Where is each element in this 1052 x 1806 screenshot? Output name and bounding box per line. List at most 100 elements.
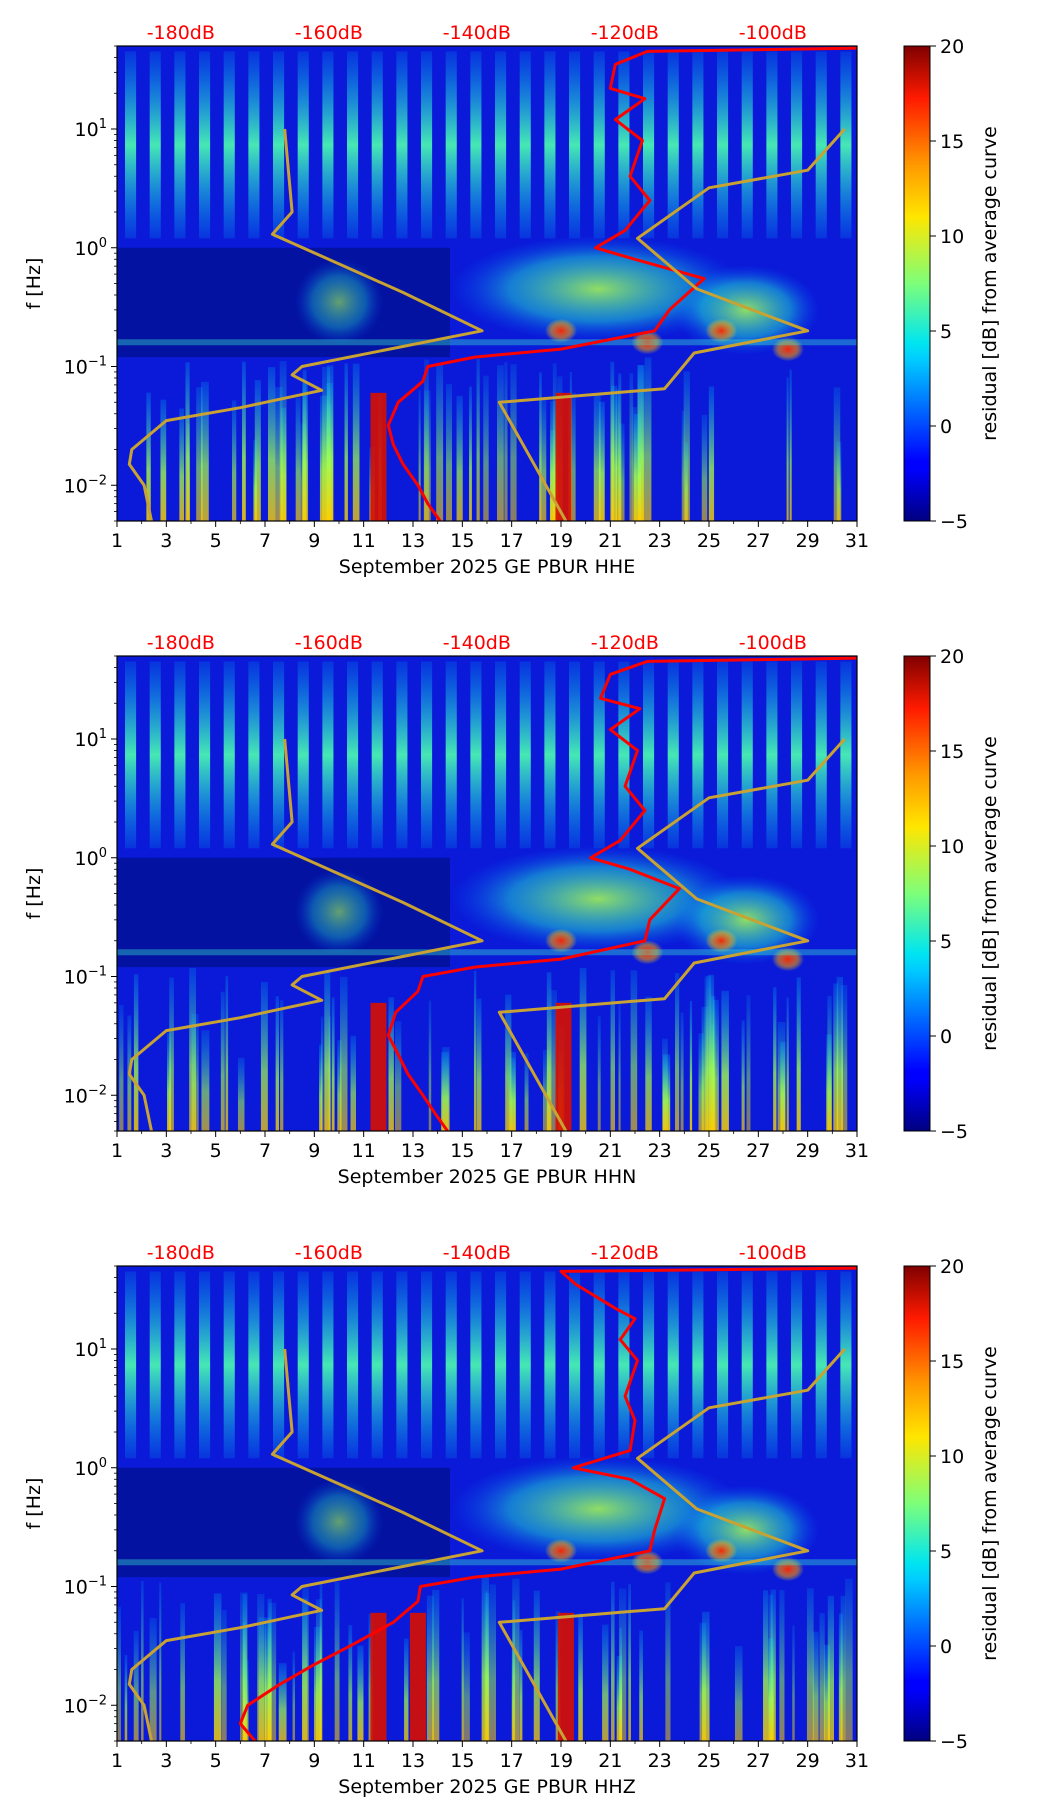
low-frequency-spike [167,1032,172,1131]
low-frequency-spike [483,375,489,521]
microseism-cloud [450,235,746,343]
daily-noise-stripe [593,51,605,239]
daily-noise-stripe [815,661,827,849]
daily-noise-stripe [273,661,285,849]
top-db-label: -160dB [295,22,363,44]
daily-noise-stripe [840,1271,852,1459]
top-db-label: -160dB [295,632,363,654]
daily-noise-stripe [149,51,161,239]
colorbar-title: residual [dB] from average curve [979,126,1001,441]
x-tick-label: 7 [259,1750,271,1772]
x-axis-title: September 2025 GE PBUR HHN [338,1166,637,1188]
low-frequency-spike [777,1021,786,1131]
low-frequency-spike [789,369,792,521]
low-frequency-spike [320,1016,324,1131]
low-frequency-spike [698,1033,704,1131]
low-frequency-spike [542,1049,551,1131]
daily-noise-stripe [544,661,556,849]
low-frequency-spike [440,1051,449,1131]
daily-noise-stripe [174,661,186,849]
hot-spot [771,1557,804,1582]
hot-spot [631,1550,664,1575]
colorbar-title: residual [dB] from average curve [979,736,1001,1051]
low-frequency-spike [179,408,185,521]
microseism-cloud [294,258,384,346]
low-frequency-spike [734,1646,743,1741]
x-tick-label: 19 [549,1140,573,1162]
daily-noise-stripe [347,661,359,849]
x-tick-label: 19 [549,1750,573,1772]
low-frequency-spike [602,1624,609,1741]
daily-noise-stripe [544,1271,556,1459]
y-tick-label: 10−2 [64,473,107,497]
low-frequency-spike [519,1630,523,1741]
daily-noise-stripe [174,51,186,239]
top-db-label: -160dB [295,1242,363,1264]
x-tick-label: 9 [308,530,320,552]
y-tick-label: 10−2 [64,1693,107,1717]
daily-noise-stripe [470,1271,482,1459]
top-db-label: -120dB [591,632,659,654]
daily-noise-stripe [421,661,433,849]
x-tick-label: 31 [845,530,869,552]
low-frequency-spike [550,400,558,521]
daily-noise-stripe [421,51,433,239]
top-db-label: -140dB [443,1242,511,1264]
x-tick-label: 15 [450,1750,474,1772]
low-frequency-spike [213,1593,222,1741]
quiet-band [117,247,450,358]
low-frequency-spike [505,994,512,1131]
colorbar-tick-label: 0 [940,1636,952,1658]
x-tick-label: 17 [500,1750,524,1772]
low-frequency-spike [546,972,552,1131]
strong-event [370,1002,387,1131]
x-tick-label: 7 [259,530,271,552]
low-frequency-spike [133,1630,139,1741]
x-tick-label: 17 [500,1140,524,1162]
daily-noise-stripe [199,1271,211,1459]
x-tick-label: 23 [648,530,672,552]
low-frequency-spike [278,1663,287,1741]
x-tick-label: 1 [111,1140,123,1162]
x-axis-title: September 2025 GE PBUR HHZ [338,1776,635,1798]
daily-noise-stripe [667,661,679,849]
x-tick-label: 13 [401,1750,425,1772]
low-frequency-spike [644,357,652,521]
low-frequency-spike [637,365,645,521]
low-frequency-spike [746,995,751,1131]
hot-spot [705,928,738,953]
x-tick-label: 5 [210,1750,222,1772]
colorbar-tick-label: −5 [940,1731,968,1753]
low-frequency-spike [337,1040,342,1131]
colorbar-tick-label: 0 [940,1026,952,1048]
low-frequency-spike [160,399,167,521]
y-tick-label: 100 [75,236,107,260]
low-frequency-spike [841,984,848,1131]
hot-spot [771,947,804,972]
colorbar-tick-label: 5 [940,321,952,343]
daily-noise-stripe [569,661,581,849]
low-frequency-spike [331,997,335,1131]
daily-noise-stripe [347,1271,359,1459]
daily-noise-stripe [618,51,630,239]
low-frequency-spike [456,395,463,521]
x-tick-label: 25 [697,530,721,552]
low-frequency-spike [237,1057,245,1131]
low-frequency-spike [611,385,618,521]
daily-noise-stripe [199,51,211,239]
x-tick-label: 11 [352,530,376,552]
plot-area [117,656,857,1131]
x-tick-label: 13 [401,530,425,552]
low-frequency-spike [322,366,331,521]
daily-noise-stripe [643,1271,655,1459]
low-frequency-spike [684,442,688,521]
top-db-label: -140dB [443,632,511,654]
low-frequency-spike [826,1034,832,1131]
low-frequency-spike [511,1645,514,1741]
top-db-label: -180dB [147,22,215,44]
low-frequency-spike [812,1631,819,1741]
daily-noise-stripe [618,661,630,849]
low-frequency-spike [796,977,801,1131]
low-frequency-spike [786,997,789,1131]
band-line [117,1559,857,1566]
